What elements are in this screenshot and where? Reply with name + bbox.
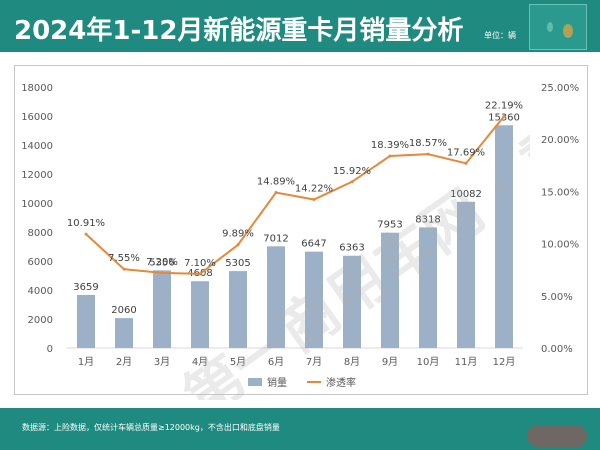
penetration-value-label: 18.39% — [371, 140, 409, 151]
page-title: 2024年1-12月新能源重卡月销量分析 — [14, 16, 464, 46]
bar-value-label: 10082 — [450, 189, 482, 200]
bar-sales-10 — [419, 227, 437, 348]
penetration-value-label: 14.89% — [257, 177, 295, 188]
x-tick-label: 3月 — [154, 356, 170, 368]
chart-panel: 0 2000 4000 6000 8000 10000 12000 14000 16000 180… — [14, 65, 588, 395]
penetration-value-label: 14.22% — [295, 184, 333, 195]
penetration-point-1 — [84, 232, 88, 236]
unit-label: 单位：辆 — [484, 31, 516, 40]
x-tick-label: 1月 — [78, 356, 94, 368]
penetration-point-9 — [388, 154, 392, 158]
bar-sales-2 — [115, 318, 133, 348]
bar-value-label: 5305 — [225, 258, 250, 269]
x-tick-label: 9月 — [382, 356, 398, 368]
bar-sales-5 — [229, 271, 247, 348]
y-left-tick-label: 14000 — [21, 141, 53, 152]
penetration-point-2 — [122, 267, 126, 271]
footer-stamp — [527, 425, 587, 447]
x-tick-label: 12月 — [493, 356, 516, 368]
bar-sales-1 — [77, 294, 95, 348]
y-left-tick-label: 12000 — [21, 170, 53, 181]
x-tick-label: 6月 — [268, 356, 284, 368]
penetration-value-label: 18.57% — [409, 138, 447, 149]
penetration-value-label: 7.20% — [146, 257, 178, 268]
legend-label-sales: 销量 — [267, 376, 287, 389]
penetration-point-12 — [502, 114, 506, 118]
x-tick-label: 11月 — [455, 356, 478, 368]
bar-sales-7 — [305, 251, 323, 348]
bar-value-label: 7953 — [377, 220, 402, 231]
bar-value-label: 6647 — [301, 239, 326, 250]
header-banner: 2024年1-12月新能源重卡月销量分析 单位：辆 — [0, 0, 600, 52]
y-left-tick-label: 4000 — [28, 286, 53, 297]
data-source-note: 数据源：上险数据，仅统计车辆总质量≥12000kg，不含出口和底盘销量 — [22, 423, 280, 432]
bar-sales-12 — [495, 125, 513, 348]
penetration-point-3 — [160, 271, 164, 275]
x-tick-label: 4月 — [192, 356, 208, 368]
x-tick-label: 7月 — [306, 356, 322, 368]
penetration-point-6 — [274, 191, 278, 195]
y-left-tick-label: 10000 — [21, 199, 53, 210]
x-tick-label: 10月 — [417, 356, 440, 368]
penetration-value-label: 7.55% — [108, 253, 140, 264]
y-left-tick-label: 6000 — [28, 257, 53, 268]
brand-logo — [529, 4, 587, 50]
x-tick-label: 2月 — [116, 356, 132, 368]
penetration-point-7 — [312, 198, 316, 202]
bar-value-label: 7012 — [263, 233, 288, 244]
penetration-value-label: 17.69% — [447, 147, 485, 158]
penetration-point-11 — [464, 161, 468, 165]
y-left-tick-label: 0 — [47, 344, 53, 355]
x-tick-label: 5月 — [230, 356, 246, 368]
logo-emblem-icon — [547, 22, 573, 38]
bar-value-label: 3659 — [73, 282, 98, 293]
bar-value-label: 5356 — [149, 257, 174, 268]
bar-sales-8 — [343, 255, 361, 348]
bar-sales-11 — [457, 201, 475, 348]
penetration-value-label: 7.10% — [184, 258, 216, 269]
y-right-tick-label: 10.00% — [541, 240, 579, 251]
bar-sales-3 — [153, 270, 171, 348]
y-right-tick-label: 0.00% — [541, 344, 573, 355]
bar-sales-9 — [381, 232, 399, 348]
bar-value-label: 8318 — [415, 214, 440, 225]
penetration-line — [85, 115, 505, 275]
bar-value-label: 2060 — [111, 305, 136, 316]
bar-value-label: 6363 — [339, 243, 364, 254]
penetration-point-5 — [236, 243, 240, 247]
penetration-value-label: 22.19% — [485, 100, 523, 111]
y-left-tick-label: 8000 — [28, 228, 53, 239]
legend-label-penetration: 渗透率 — [326, 376, 356, 389]
y-left-tick-label: 18000 — [21, 83, 53, 94]
y-left-tick-label: 16000 — [21, 112, 53, 123]
penetration-point-4 — [198, 272, 202, 276]
sales-penetration-chart: 0 2000 4000 6000 8000 10000 12000 14000 16000 180… — [21, 83, 579, 389]
y-right-tick-label: 5.00% — [541, 292, 573, 303]
y-right-tick-label: 15.00% — [541, 187, 579, 198]
y-right-tick-label: 20.00% — [541, 135, 579, 146]
y-right-tick-label: 25.00% — [541, 83, 579, 94]
footer-banner: 数据源：上险数据，仅统计车辆总质量≥12000kg，不含出口和底盘销量 — [0, 408, 600, 450]
penetration-point-8 — [350, 180, 354, 184]
penetration-point-10 — [426, 152, 430, 156]
penetration-value-label: 15.92% — [333, 166, 371, 177]
bar-sales-4 — [191, 281, 209, 348]
penetration-value-label: 10.91% — [67, 218, 105, 229]
legend-swatch-sales — [248, 378, 262, 386]
penetration-value-label: 9.89% — [222, 229, 254, 240]
x-tick-label: 8月 — [344, 356, 360, 368]
y-left-tick-label: 2000 — [28, 315, 53, 326]
bar-sales-6 — [267, 246, 285, 348]
